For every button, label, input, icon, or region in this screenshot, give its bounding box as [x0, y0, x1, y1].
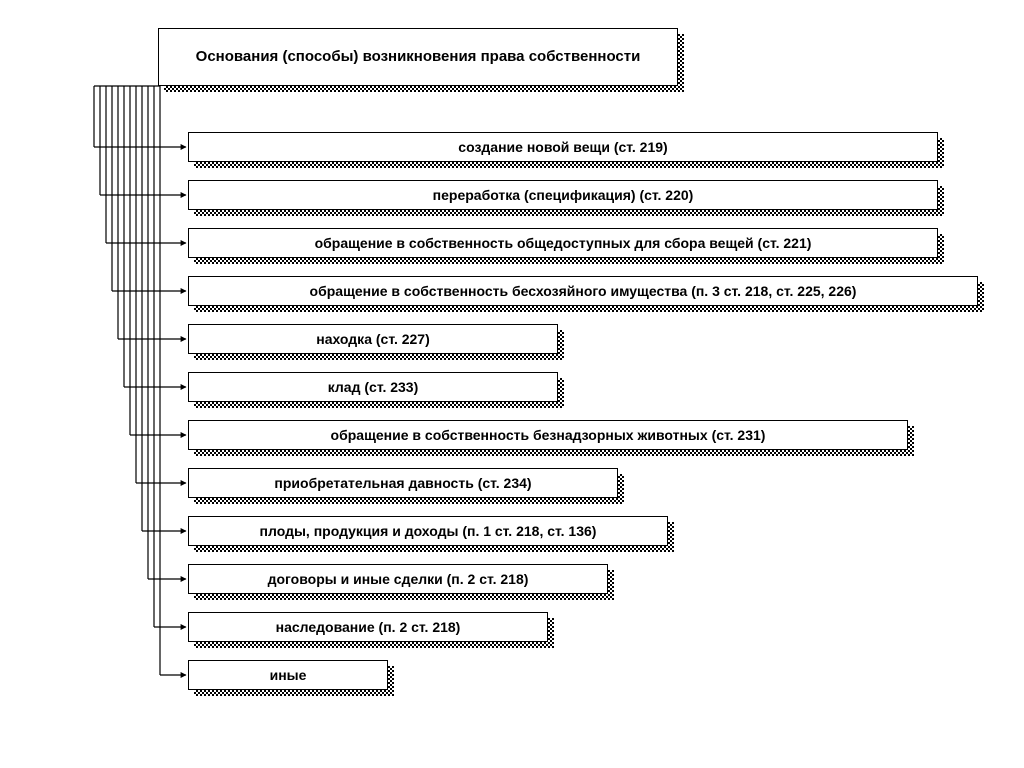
item-box-10: наследование (п. 2 ст. 218)	[188, 612, 548, 642]
diagram-canvas: Основания (способы) возникновения права …	[0, 0, 1024, 768]
item-box-1: переработка (спецификация) (ст. 220)	[188, 180, 938, 210]
item-box-6: обращение в собственность безнадзорных ж…	[188, 420, 908, 450]
item-box-11: иные	[188, 660, 388, 690]
item-box-0: создание новой вещи (ст. 219)	[188, 132, 938, 162]
item-box-5: клад (ст. 233)	[188, 372, 558, 402]
header-box: Основания (способы) возникновения права …	[158, 28, 678, 86]
item-box-9: договоры и иные сделки (п. 2 ст. 218)	[188, 564, 608, 594]
item-box-4: находка (ст. 227)	[188, 324, 558, 354]
item-box-7: приобретательная давность (ст. 234)	[188, 468, 618, 498]
item-box-8: плоды, продукция и доходы (п. 1 ст. 218,…	[188, 516, 668, 546]
item-box-3: обращение в собственность бесхозяйного и…	[188, 276, 978, 306]
item-box-2: обращение в собственность общедоступных …	[188, 228, 938, 258]
